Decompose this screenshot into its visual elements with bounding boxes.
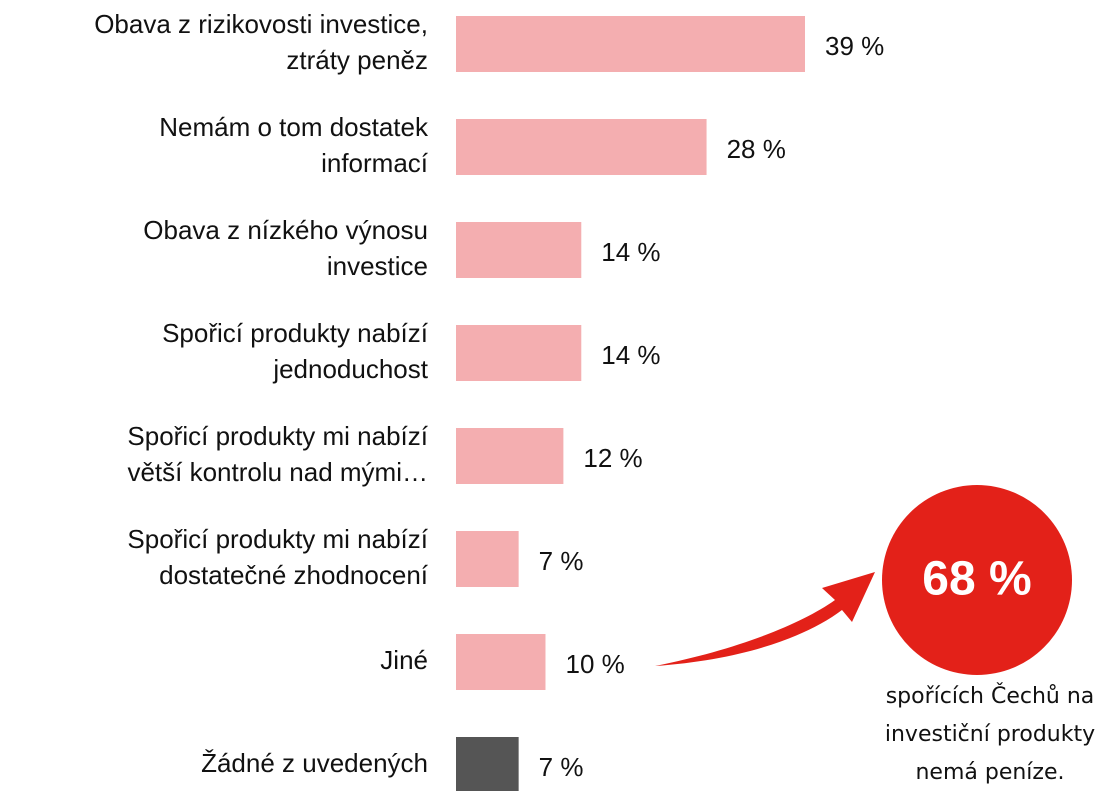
category-label: Obava z nízkého výnosu (143, 215, 428, 245)
value-label: 7 % (539, 752, 584, 782)
value-label: 39 % (825, 31, 884, 61)
category-label: dostatečné zhodnocení (159, 560, 429, 590)
category-label: investice (327, 251, 428, 281)
bar (456, 531, 519, 587)
value-label: 7 % (539, 546, 584, 576)
caption: spořících Čechů na (886, 683, 1095, 709)
category-label: Žádné z uvedených (201, 748, 428, 778)
bar (456, 428, 564, 484)
arrow (655, 572, 875, 666)
caption: investiční produkty (885, 722, 1095, 747)
category-label: informací (321, 148, 429, 178)
value-label: 12 % (583, 443, 642, 473)
bar (456, 325, 582, 381)
category-label: Jiné (380, 645, 428, 675)
category-label: jednoduchost (272, 354, 428, 384)
value-label: 10 % (565, 649, 624, 679)
category-label: Spořicí produkty nabízí (162, 318, 429, 348)
bar (456, 634, 546, 690)
category-label: Spořicí produkty mi nabízí (127, 524, 428, 554)
bar (456, 16, 805, 72)
category-label: větší kontrolu nad mými… (127, 457, 428, 487)
bar (456, 737, 519, 791)
value-label: 14 % (601, 340, 660, 370)
category-label: Obava z rizikovosti investice, (94, 9, 428, 39)
category-label: Spořicí produkty mi nabízí (127, 421, 428, 451)
value-label: 14 % (601, 237, 660, 267)
caption: nemá peníze. (915, 760, 1064, 785)
bar (456, 119, 707, 175)
category-label: ztráty peněz (286, 45, 428, 75)
category-label: Nemám o tom dostatek (159, 112, 429, 142)
highlight-circle (882, 485, 1072, 675)
highlight-value: 68 % (922, 553, 1031, 606)
value-label: 28 % (727, 134, 786, 164)
bar (456, 222, 582, 278)
